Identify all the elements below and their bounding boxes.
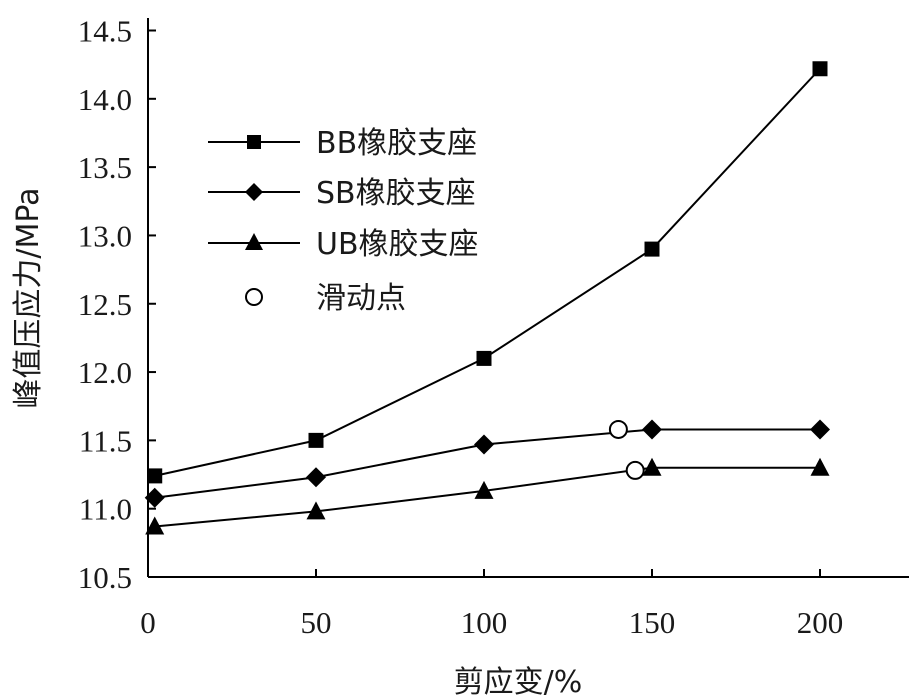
series-layer	[144, 61, 830, 535]
y-tick-label: 11.0	[79, 492, 132, 527]
data-point-diamond	[306, 467, 326, 488]
sliding-point	[608, 419, 628, 439]
data-point-square	[147, 468, 163, 484]
data-point-square	[308, 432, 324, 448]
x-axis-title: 剪应变/%	[454, 665, 583, 700]
legend-item-bb: BB橡胶支座	[208, 126, 477, 161]
legend-item-sliding: 滑动点	[245, 281, 406, 316]
data-point-triangle	[474, 480, 494, 499]
plot-frame	[147, 18, 909, 578]
y-tick-label: 10.5	[78, 560, 132, 595]
data-point-triangle	[145, 516, 165, 535]
data-point-triangle	[810, 457, 830, 476]
legend-square-marker	[247, 135, 261, 149]
legend-label-bb: BB橡胶支座	[316, 126, 477, 161]
data-point-square	[812, 61, 828, 77]
x-tick-label: 0	[140, 605, 156, 640]
y-tick-label: 12.5	[78, 287, 132, 322]
y-tick-label: 13.0	[78, 218, 132, 253]
legend: BB橡胶支座 SB橡胶支座 UB橡胶支座 滑动点	[208, 126, 479, 316]
y-tick-label: 14.0	[78, 82, 132, 117]
data-point-diamond	[810, 419, 830, 440]
x-tick-label: 50	[301, 605, 332, 640]
sliding-points-layer	[608, 419, 645, 480]
series-line-square	[154, 68, 821, 477]
data-point-triangle	[642, 457, 662, 476]
legend-item-ub: UB橡胶支座	[208, 227, 479, 262]
legend-label-ub: UB橡胶支座	[316, 227, 479, 262]
data-point-diamond	[642, 419, 662, 440]
y-tick-label: 14.5	[78, 14, 132, 49]
legend-label-sb: SB橡胶支座	[316, 176, 476, 211]
data-point-square	[476, 350, 492, 366]
data-point-triangle	[306, 501, 326, 520]
x-axis-ticks: 0 50 100 150 200	[140, 569, 843, 640]
y-tick-label: 12.0	[78, 355, 132, 390]
legend-triangle-marker	[245, 233, 263, 250]
x-tick-label: 150	[629, 605, 676, 640]
x-tick-label: 100	[461, 605, 508, 640]
y-tick-label: 13.5	[78, 150, 132, 185]
y-tick-label: 11.5	[79, 423, 132, 458]
y-axis-ticks: 10.5 11.0 11.5 12.0 12.5 13.0 13.5 14.0 14.5	[78, 14, 156, 595]
x-tick-label: 200	[797, 605, 844, 640]
legend-item-sb: SB橡胶支座	[208, 176, 476, 211]
data-point-square	[644, 241, 660, 257]
y-axis-title: 峰值压应力/MPa	[11, 187, 46, 408]
legend-circle-marker	[245, 288, 263, 306]
legend-label-sliding: 滑动点	[316, 281, 406, 316]
data-point-diamond	[144, 487, 165, 508]
legend-diamond-marker	[245, 183, 263, 201]
sliding-point	[625, 460, 645, 480]
data-point-diamond	[474, 434, 494, 455]
